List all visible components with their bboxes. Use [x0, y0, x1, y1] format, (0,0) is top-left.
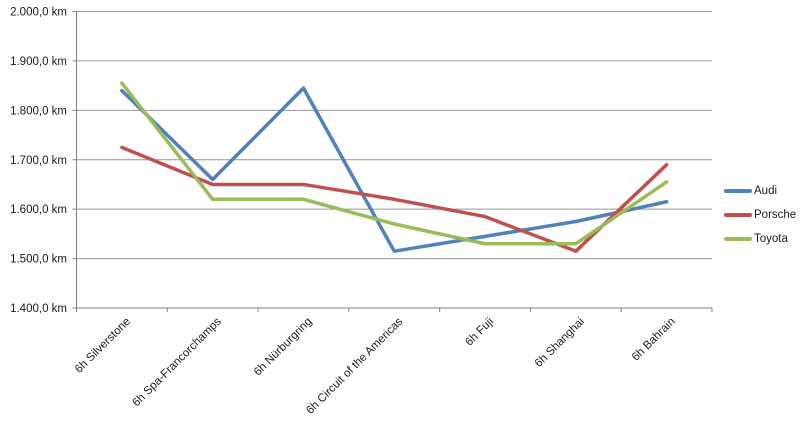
y-axis-label: 2.000,0 km	[10, 7, 67, 19]
y-axis-label: 1.600,0 km	[10, 204, 67, 216]
series-line-toyota	[120, 81, 669, 246]
x-axis-label: 6h Silverstone	[73, 316, 133, 376]
y-axis-label: 1.500,0 km	[10, 254, 67, 266]
y-axis-label: 1.700,0 km	[10, 155, 67, 167]
legend-label-porsche: Porsche	[754, 209, 797, 221]
audi-line-swatch	[724, 189, 752, 193]
toyota-line-swatch	[724, 237, 752, 241]
series-line-porsche	[120, 145, 669, 253]
x-axis-label: 6h Circuit of the Americas	[304, 315, 405, 416]
series-line-audi	[120, 86, 669, 253]
x-axis-label: 6h Nürburgring	[252, 316, 315, 379]
y-axis-label: 1.800,0 km	[10, 105, 67, 117]
y-axis-label: 1.900,0 km	[10, 56, 67, 68]
legend-item-audi: Audi	[724, 179, 796, 203]
legend-label-toyota: Toyota	[754, 233, 788, 245]
legend-item-porsche: Porsche	[724, 203, 796, 227]
chart-legend: Audi Porsche Toyota	[724, 179, 796, 251]
x-axis-label: 6h Shanghai	[533, 316, 587, 370]
x-axis-label: 6h Spa-Francorchamps	[130, 315, 224, 409]
x-axis-label: 6h Bahrain	[630, 316, 678, 364]
porsche-line-swatch	[724, 213, 752, 217]
legend-item-toyota: Toyota	[724, 227, 796, 251]
x-axis-label: 6h Fuji	[463, 316, 496, 349]
y-axis-label: 1.400,0 km	[10, 303, 67, 315]
legend-label-audi: Audi	[754, 185, 778, 197]
